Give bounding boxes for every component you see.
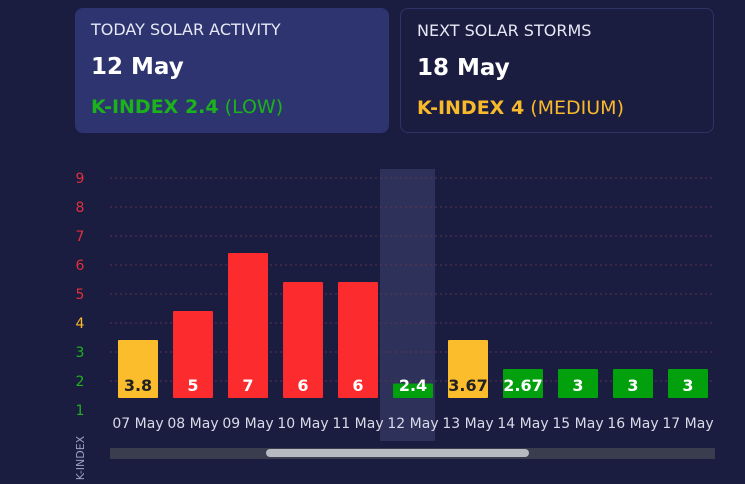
today-kindex-value: K-INDEX 2.4 bbox=[91, 96, 219, 118]
bar-value-label: 2.67 bbox=[503, 376, 542, 395]
bar-value-label: 5 bbox=[187, 376, 198, 395]
x-tick-label: 09 May bbox=[222, 416, 273, 432]
x-tick-label: 13 May bbox=[442, 416, 493, 432]
y-tick-label: 3 bbox=[76, 345, 85, 361]
today-date: 12 May bbox=[91, 54, 184, 80]
x-tick-label: 15 May bbox=[552, 416, 603, 432]
y-axis-label: K-INDEX bbox=[74, 435, 87, 480]
bar-value-label: 6 bbox=[352, 376, 363, 395]
bar-value-label: 2.4 bbox=[399, 376, 427, 395]
bar bbox=[228, 253, 268, 398]
y-tick-label: 1 bbox=[76, 403, 85, 419]
bar bbox=[283, 282, 323, 398]
bar-value-label: 3 bbox=[572, 376, 583, 395]
today-kindex-level: (LOW) bbox=[224, 96, 284, 118]
today-activity-card: TODAY SOLAR ACTIVITY 12 May K-INDEX 2.4 … bbox=[75, 8, 389, 133]
next-kindex-value: K-INDEX 4 bbox=[417, 97, 525, 119]
y-tick-label: 4 bbox=[76, 316, 85, 332]
bar bbox=[338, 282, 378, 398]
next-kindex-level: (MEDIUM) bbox=[530, 97, 624, 119]
bar-value-label: 3.67 bbox=[448, 376, 487, 395]
x-tick-label: 07 May bbox=[112, 416, 163, 432]
x-tick-label: 17 May bbox=[662, 416, 713, 432]
bar bbox=[393, 383, 433, 398]
bar bbox=[118, 340, 158, 398]
next-card-label: NEXT SOLAR STORMS bbox=[417, 21, 592, 40]
y-tick-label: 8 bbox=[76, 200, 85, 216]
today-card-label: TODAY SOLAR ACTIVITY bbox=[91, 20, 281, 39]
y-tick-label: 9 bbox=[76, 171, 85, 187]
chart-scrollbar-thumb[interactable] bbox=[266, 449, 529, 457]
bar-value-label: 7 bbox=[242, 376, 253, 395]
bar bbox=[503, 369, 543, 398]
bar-value-label: 3 bbox=[627, 376, 638, 395]
x-tick-label: 10 May bbox=[277, 416, 328, 432]
bar bbox=[668, 369, 708, 398]
x-tick-label: 12 May bbox=[387, 416, 438, 432]
bar bbox=[613, 369, 653, 398]
y-tick-label: 2 bbox=[76, 374, 85, 390]
y-tick-label: 7 bbox=[76, 229, 85, 245]
today-kindex: K-INDEX 2.4 (LOW) bbox=[91, 96, 283, 118]
x-tick-label: 08 May bbox=[167, 416, 218, 432]
bar-value-label: 3 bbox=[682, 376, 693, 395]
next-storms-card: NEXT SOLAR STORMS 18 May K-INDEX 4 (MEDI… bbox=[400, 8, 714, 133]
next-kindex: K-INDEX 4 (MEDIUM) bbox=[417, 97, 624, 119]
next-date: 18 May bbox=[417, 55, 510, 81]
bar bbox=[558, 369, 598, 398]
y-tick-label: 5 bbox=[76, 287, 85, 303]
bar-value-label: 6 bbox=[297, 376, 308, 395]
x-tick-label: 16 May bbox=[607, 416, 658, 432]
bar bbox=[173, 311, 213, 398]
highlight-column bbox=[380, 169, 435, 441]
bar bbox=[448, 340, 488, 398]
y-tick-label: 6 bbox=[76, 258, 85, 274]
x-tick-label: 11 May bbox=[332, 416, 383, 432]
x-tick-label: 14 May bbox=[497, 416, 548, 432]
bar-value-label: 3.8 bbox=[124, 376, 152, 395]
